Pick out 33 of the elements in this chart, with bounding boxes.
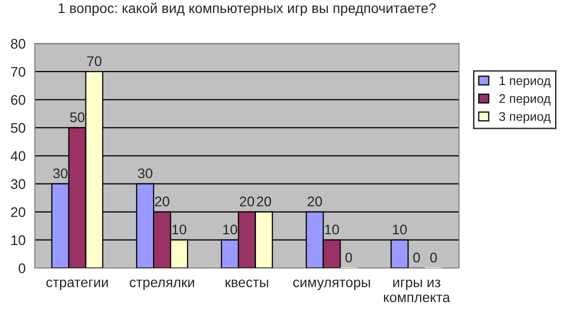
data-label: 20 (240, 196, 254, 206)
legend-label: 3 период (499, 112, 551, 124)
x-tick-label: стрелялки (130, 280, 194, 290)
data-label: 10 (223, 224, 238, 234)
legend-label: 1 период (500, 76, 551, 88)
y-tick-label: 40 (10, 151, 26, 161)
legend-label: 2 период (499, 94, 551, 106)
y-tick-label: 50 (10, 123, 26, 133)
chart-title: 1 вопрос: какой вид компьютерных игр вы предпочитаете? (58, 2, 436, 16)
data-label: 50 (70, 112, 84, 122)
data-label: 20 (256, 196, 272, 206)
y-tick-label: 70 (11, 66, 26, 77)
data-label: 0 (345, 252, 352, 262)
data-label: 20 (308, 196, 322, 206)
y-tick-label: 0 (18, 263, 26, 274)
x-tick-label: игры из комплекта (384, 280, 450, 302)
y-tick-label: 80 (10, 38, 26, 49)
data-label: 10 (392, 224, 407, 234)
data-label: 0 (430, 252, 437, 262)
x-tick-label: квесты (226, 280, 268, 288)
data-label: 10 (172, 224, 186, 234)
data-label: 30 (53, 168, 68, 178)
y-tick-label: 10 (11, 235, 26, 246)
y-tick-label: 20 (11, 207, 26, 218)
data-label: 10 (325, 224, 339, 234)
y-tick-label: 60 (11, 94, 26, 105)
x-tick-label: симуляторы (293, 280, 370, 290)
data-label: 30 (138, 168, 152, 178)
data-label: 0 (413, 252, 420, 262)
x-tick-label: стратегии (46, 280, 108, 290)
data-label: 70 (87, 56, 102, 66)
y-tick-label: 30 (10, 179, 26, 189)
data-label: 20 (155, 196, 170, 206)
